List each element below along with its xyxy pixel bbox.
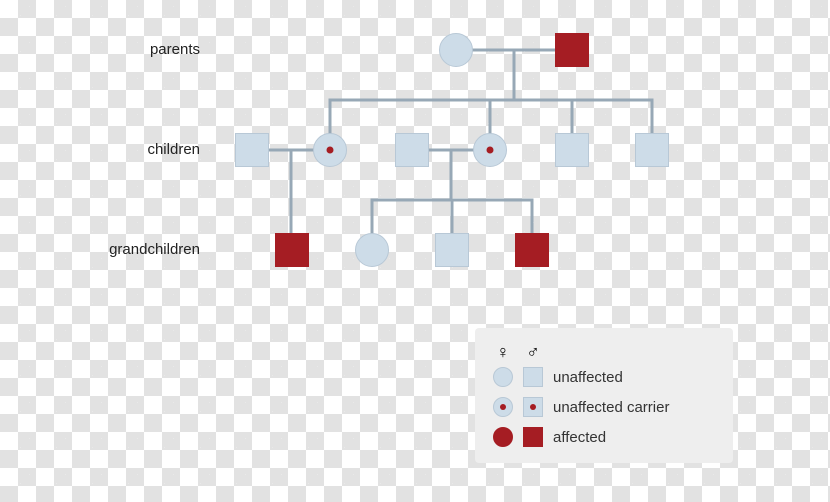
pedigree-node (473, 133, 507, 167)
pedigree-node (235, 133, 269, 167)
female-symbol: ♀ (493, 342, 513, 363)
legend-label: unaffected (553, 369, 623, 386)
legend-label: affected (553, 429, 606, 446)
legend-header: ♀ ♂ (493, 342, 715, 363)
legend-female-icon (493, 427, 513, 447)
carrier-dot-icon (487, 147, 494, 154)
pedigree-node (313, 133, 347, 167)
legend-panel: ♀ ♂ unaffected unaffected carrier affected (475, 328, 733, 463)
pedigree-node (395, 133, 429, 167)
legend-row: affected (493, 427, 715, 447)
legend-male-icon (523, 367, 543, 387)
legend-male-icon (523, 427, 543, 447)
carrier-dot-icon (500, 404, 506, 410)
legend-row: unaffected carrier (493, 397, 715, 417)
legend-female-icon (493, 397, 513, 417)
pedigree-node (439, 33, 473, 67)
legend-row: unaffected (493, 367, 715, 387)
carrier-dot-icon (327, 147, 334, 154)
pedigree-node (355, 233, 389, 267)
legend-label: unaffected carrier (553, 399, 669, 416)
pedigree-node (555, 133, 589, 167)
male-symbol: ♂ (523, 342, 543, 363)
pedigree-node (435, 233, 469, 267)
pedigree-node (275, 233, 309, 267)
pedigree-node (555, 33, 589, 67)
pedigree-node (515, 233, 549, 267)
pedigree-node (635, 133, 669, 167)
pedigree-diagram: parents children grandchildren ♀ ♂ unaff… (0, 0, 830, 502)
legend-female-icon (493, 367, 513, 387)
carrier-dot-icon (530, 404, 536, 410)
legend-male-icon (523, 397, 543, 417)
